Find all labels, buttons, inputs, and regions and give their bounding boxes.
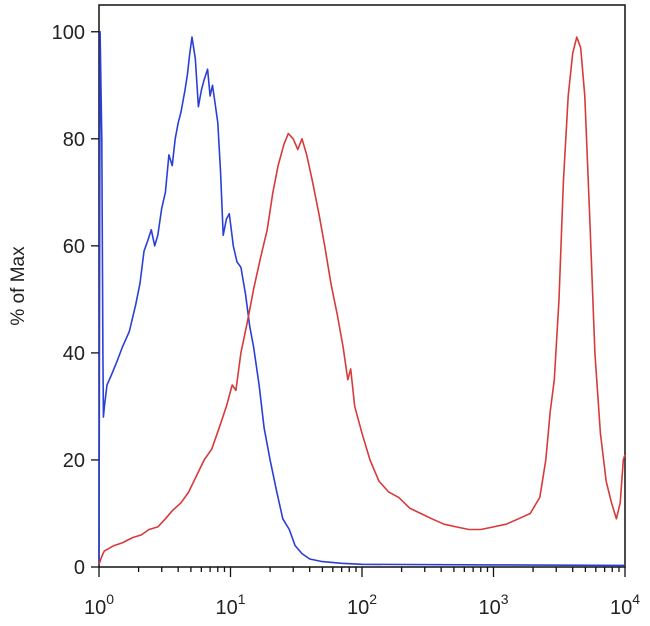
x-tick-label: 101 [215, 591, 245, 619]
x-axis: 100 101 102 103 104 [84, 567, 640, 619]
x-tick-label: 102 [347, 591, 377, 619]
x-tick-label-exponent: 0 [106, 591, 114, 607]
y-axis-title: % of Max [8, 246, 29, 326]
series-layer [98, 30, 626, 567]
y-tick-label: 20 [63, 450, 85, 472]
y-tick-label: 40 [63, 343, 85, 365]
y-tick-label: 100 [52, 22, 85, 44]
y-tick-label: 60 [63, 236, 85, 258]
y-tick-label: 0 [74, 557, 85, 579]
x-tick-label-exponent: 1 [238, 591, 246, 607]
x-tick-label-exponent: 3 [501, 591, 509, 607]
x-tick-label: 104 [610, 591, 640, 619]
x-tick-label: 100 [84, 591, 114, 619]
x-tick-label-exponent: 4 [632, 591, 640, 607]
x-tick-label-base: 10 [610, 597, 632, 619]
x-tick-label-base: 10 [478, 597, 500, 619]
x-tick-label-exponent: 2 [369, 591, 377, 607]
plot-frame [98, 4, 626, 568]
x-tick-label-base: 10 [215, 597, 237, 619]
x-tick-label-base: 10 [84, 597, 106, 619]
x-tick-label-base: 10 [347, 597, 369, 619]
x-tick-label: 103 [478, 591, 508, 619]
series-line-1 [98, 30, 626, 567]
y-tick-label: 80 [63, 129, 85, 151]
y-axis: 0 20 40 60 80 100 [52, 22, 99, 579]
series-line-2 [98, 36, 626, 565]
